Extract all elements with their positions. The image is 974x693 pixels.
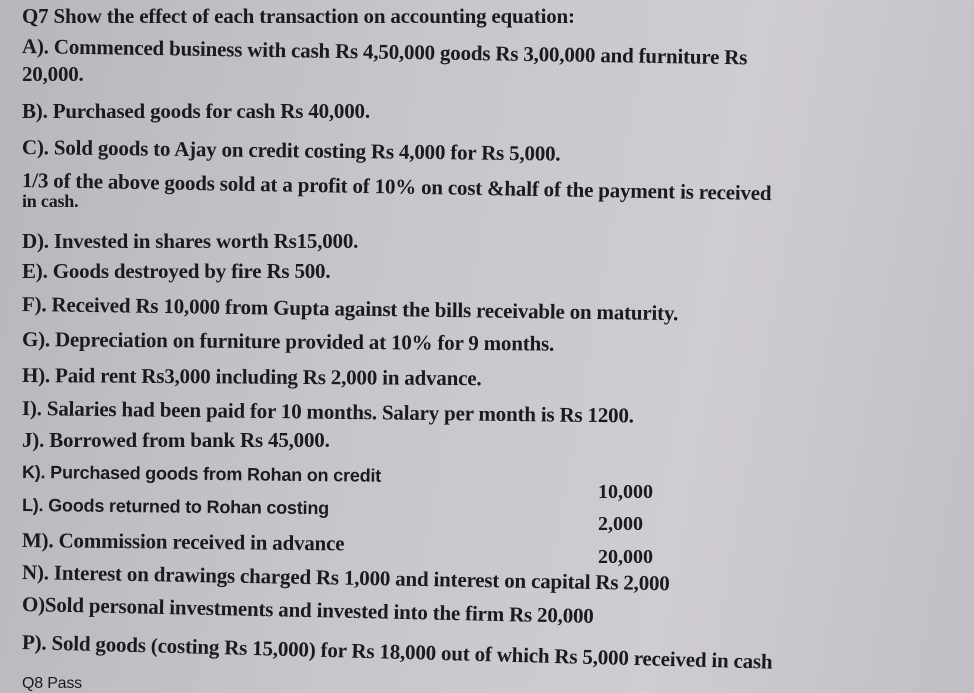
line-c-note-cont: in cash. bbox=[22, 191, 79, 211]
amount-m: 20,000 bbox=[598, 546, 653, 568]
amount-k: 10,000 bbox=[598, 481, 653, 503]
next-question: Q8 Pass bbox=[22, 675, 82, 692]
question-title: Q7 Show the effect of each transaction o… bbox=[22, 4, 575, 28]
line-i: I). Salaries had been paid for 10 months… bbox=[21, 396, 634, 428]
line-p: P). Sold goods (costing Rs 15,000) for R… bbox=[21, 630, 773, 674]
line-b: B). Purchased goods for cash Rs 40,000. bbox=[22, 99, 370, 123]
line-m: M). Commission received in advance bbox=[21, 528, 345, 556]
line-k: K). Purchased goods from Rohan on credit bbox=[21, 462, 382, 486]
line-d: D). Invested in shares worth Rs15,000. bbox=[22, 229, 359, 253]
line-h: H). Paid rent Rs3,000 including Rs 2,000… bbox=[21, 363, 482, 391]
line-o: O)Sold personal investments and invested… bbox=[21, 592, 594, 628]
line-a: A). Commenced business with cash Rs 4,50… bbox=[21, 34, 748, 70]
line-f: F). Received Rs 10,000 from Gupta agains… bbox=[21, 292, 679, 326]
line-l: L). Goods returned to Rohan costing bbox=[21, 495, 330, 519]
line-c-note: 1/3 of the above goods sold at a profit … bbox=[21, 168, 772, 206]
line-a-cont: 20,000. bbox=[22, 62, 84, 86]
line-e: E). Goods destroyed by fire Rs 500. bbox=[22, 259, 331, 283]
line-n: N). Interest on drawings charged Rs 1,00… bbox=[21, 560, 670, 596]
line-c: C). Sold goods to Ajay on credit costing… bbox=[21, 135, 561, 166]
amount-l: 2,000 bbox=[598, 513, 643, 535]
line-g: G). Depreciation on furniture provided a… bbox=[21, 327, 555, 356]
line-j: J). Borrowed from bank Rs 45,000. bbox=[22, 428, 330, 452]
